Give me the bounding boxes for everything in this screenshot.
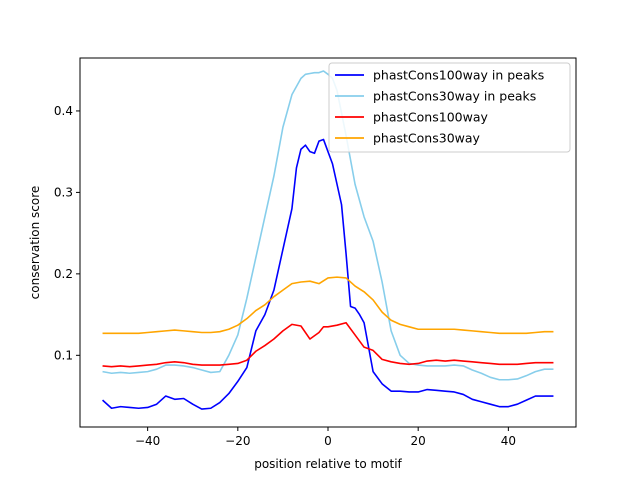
legend-label: phastCons100way in peaks — [373, 68, 544, 83]
y-tick-label: 0.4 — [54, 104, 73, 118]
legend-label: phastCons30way — [373, 131, 481, 146]
legend-items: phastCons100way in peaks phastCons30way i… — [335, 68, 544, 146]
x-tick-label: −40 — [135, 434, 160, 448]
legend-box — [328, 62, 571, 153]
y-axis-label: conservation score — [28, 186, 42, 300]
y-tick-label: 0.3 — [54, 185, 73, 199]
series-line-4 — [102, 276, 554, 335]
legend-label: phastCons30way in peaks — [373, 89, 536, 104]
y-tick-label: 0.2 — [54, 267, 73, 281]
legend-label: phastCons100way — [373, 110, 488, 125]
series-layer — [102, 70, 554, 410]
x-tick-label: −20 — [225, 434, 250, 448]
x-axis-ticks: −40 −20 0 20 40 — [135, 427, 516, 448]
y-axis-ticks: 0.1 0.2 0.3 0.4 — [54, 104, 80, 362]
legend: phastCons100way in peaks phastCons30way i… — [328, 62, 571, 153]
series-line-1 — [102, 138, 554, 410]
x-tick-label: 40 — [501, 434, 516, 448]
series-line-3 — [102, 321, 554, 368]
x-tick-label: 20 — [411, 434, 426, 448]
x-tick-label: 0 — [324, 434, 332, 448]
y-tick-label: 0.1 — [54, 348, 73, 362]
x-axis-label: position relative to motif — [254, 457, 402, 471]
series-line-2 — [102, 70, 554, 381]
